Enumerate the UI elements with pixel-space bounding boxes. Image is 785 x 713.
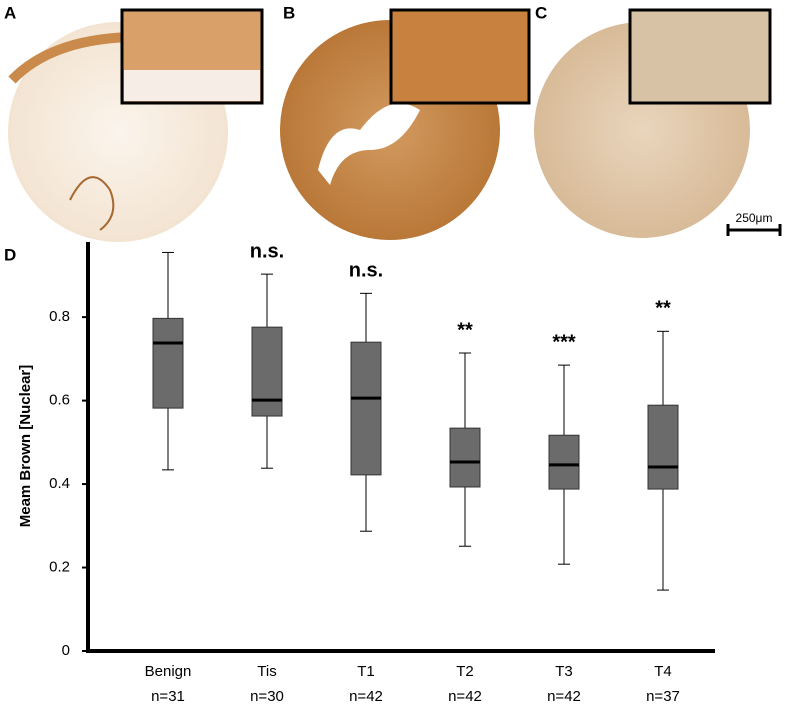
box <box>548 434 580 490</box>
scale-bar <box>726 224 782 236</box>
x-tick-label: T3 <box>555 663 573 680</box>
y-axis-title: Meam Brown [Nuclear] <box>17 365 34 528</box>
significance-label: ** <box>655 298 671 320</box>
box-plot: 0 0.2 0.4 0.6 0.8 Benign n=31 Tis n=30 n.s. T1 n=42… <box>49 240 715 705</box>
significance-label: n.s. <box>349 260 383 282</box>
x-tick-label: T1 <box>357 663 375 680</box>
y-tick-label: 0.8 <box>49 308 70 325</box>
significance-label: n.s. <box>250 240 284 262</box>
box <box>350 341 382 476</box>
y-tick-label: 0.6 <box>49 392 70 409</box>
x-tick-label: T4 <box>654 663 672 680</box>
lumen-b <box>318 103 420 185</box>
panel-label: C <box>535 3 547 22</box>
panel-label: B <box>283 3 295 22</box>
x-tick-label: T2 <box>456 663 474 680</box>
box <box>152 317 184 409</box>
significance-label: *** <box>552 331 576 353</box>
panel-label: D <box>4 245 16 264</box>
sample-size-label: n=42 <box>448 688 482 705</box>
y-tick-label: 0 <box>62 642 70 659</box>
scale-bar-label: 250μm <box>736 211 773 225</box>
sample-size-label: n=31 <box>151 688 185 705</box>
y-tick-label: 0.2 <box>49 558 70 575</box>
box <box>647 404 679 490</box>
x-tick-label: Benign <box>145 663 192 680</box>
panel-label: A <box>4 3 16 22</box>
significance-label: ** <box>457 319 473 341</box>
inset-b <box>389 8 531 105</box>
sample-size-label: n=37 <box>646 688 680 705</box>
box <box>251 326 283 417</box>
y-tick-label: 0.4 <box>49 475 70 492</box>
tissue-structure-a <box>69 176 115 231</box>
sample-size-label: n=42 <box>547 688 581 705</box>
x-tick-label: Tis <box>257 663 276 680</box>
inset-a-stroma <box>124 70 260 101</box>
inset-c <box>628 8 772 105</box>
sample-size-label: n=42 <box>349 688 383 705</box>
sample-size-label: n=30 <box>250 688 284 705</box>
box <box>449 427 481 488</box>
